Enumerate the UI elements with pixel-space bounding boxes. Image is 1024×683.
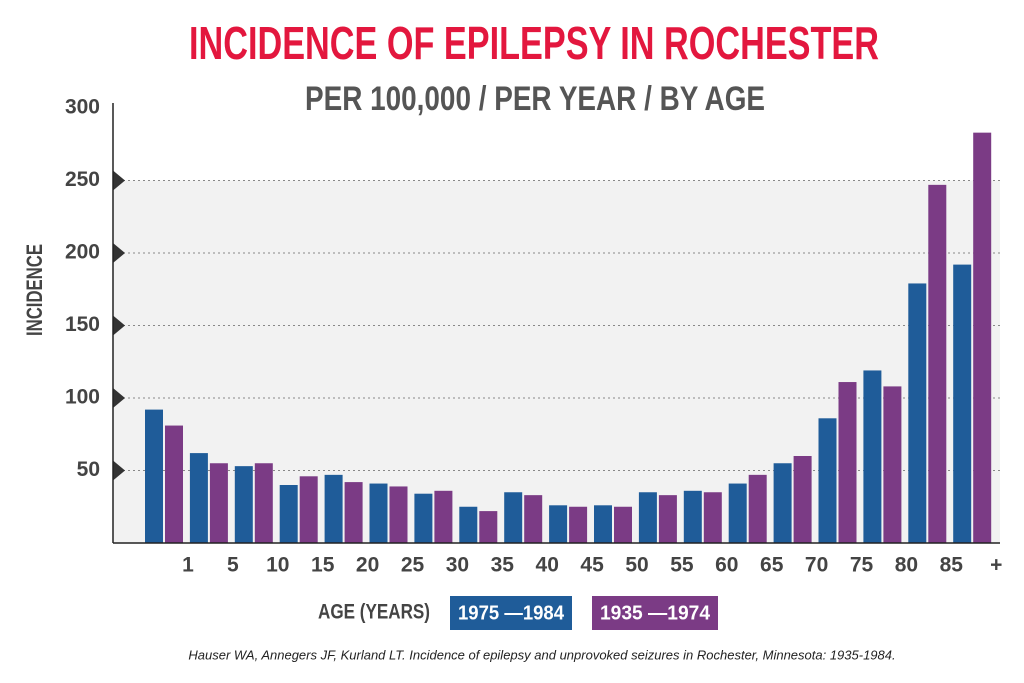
x-tick-label: 75 (850, 554, 874, 577)
bar (189, 453, 208, 543)
x-tick-label: 25 (401, 554, 425, 577)
bar (863, 370, 882, 543)
bar (818, 418, 837, 543)
bar (594, 505, 612, 543)
bar (344, 482, 363, 543)
legend-swatch (450, 596, 572, 630)
x-tick-label: 35 (491, 554, 515, 577)
bar (908, 283, 927, 543)
bar (658, 495, 677, 543)
legend-swatch (592, 596, 718, 630)
bar (209, 463, 228, 543)
bar (279, 485, 298, 543)
bar (524, 495, 543, 543)
x-tick-label: 5 (227, 554, 239, 577)
bar (434, 490, 453, 543)
x-tick-label: 50 (625, 554, 648, 577)
bar (324, 474, 343, 543)
tick-mark (113, 315, 125, 336)
x-tick-label: 20 (356, 554, 379, 577)
bar (953, 264, 972, 543)
bar (369, 483, 388, 543)
chart-title: INCIDENCE OF EPILEPSY IN ROCHESTER (189, 17, 879, 69)
bar (549, 505, 568, 543)
bar (748, 474, 767, 543)
chart-subtitle: PER 100,000 / PER YEAR / BY AGE (305, 80, 765, 118)
tick-mark (113, 388, 125, 408)
y-axis-label: INCIDENCE (22, 244, 47, 336)
y-tick-label: 250 (65, 168, 100, 191)
x-tick-label: 85 (940, 554, 964, 577)
x-tick-label: 30 (446, 554, 469, 577)
y-tick-label: 100 (65, 386, 100, 409)
tick-mark (113, 243, 125, 263)
x-tick-label: 60 (715, 554, 738, 577)
x-tick-label: 65 (760, 554, 784, 577)
x-tick-label: 45 (580, 554, 604, 577)
bar (234, 466, 253, 543)
bar (145, 409, 163, 543)
y-tick-label: 150 (65, 313, 100, 336)
x-tick-label: + (990, 554, 1002, 577)
x-tick-label: 1 (182, 554, 194, 577)
x-axis-label: AGE (YEARS) (318, 601, 430, 624)
legend-label: 1975 —1984 (458, 602, 565, 624)
x-tick-label: 10 (266, 554, 289, 577)
bar (793, 456, 812, 543)
tick-mark (113, 170, 125, 191)
bar (638, 492, 657, 543)
bar (504, 492, 523, 543)
tick-mark (113, 460, 125, 481)
y-tick-label: 50 (77, 458, 100, 481)
y-tick-label: 300 (65, 96, 100, 119)
legend-label: 1935 —1974 (600, 602, 711, 624)
x-tick-label: 15 (311, 554, 335, 577)
bar (883, 386, 902, 543)
bar (479, 511, 498, 543)
bar (928, 184, 947, 543)
bar (728, 483, 747, 543)
bar (838, 382, 857, 543)
bar (773, 463, 792, 543)
bar (299, 476, 318, 543)
bar (389, 486, 408, 543)
bar (703, 492, 722, 543)
bar (459, 506, 478, 543)
x-tick-label: 80 (895, 554, 918, 577)
bar (569, 506, 588, 543)
x-tick-label: 40 (536, 554, 559, 577)
bar (683, 490, 702, 543)
x-tick-label: 70 (805, 554, 828, 577)
bar (614, 506, 632, 543)
y-tick-label: 200 (65, 241, 100, 264)
bar (414, 493, 433, 543)
bar (973, 132, 992, 543)
bar (254, 463, 273, 543)
bar (165, 425, 183, 543)
source-note: Hauser WA, Annegers JF, Kurland LT. Inci… (188, 647, 895, 662)
x-tick-label: 55 (670, 554, 694, 577)
